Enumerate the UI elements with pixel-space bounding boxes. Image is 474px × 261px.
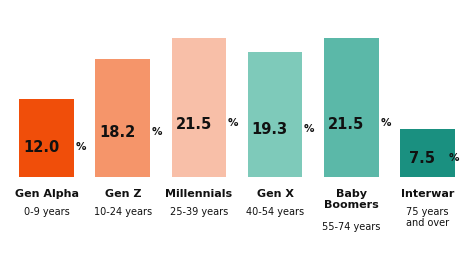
- Text: 21.5: 21.5: [175, 117, 212, 132]
- Text: Interwar: Interwar: [401, 189, 454, 199]
- Text: 19.3: 19.3: [252, 122, 288, 137]
- Bar: [19, 99, 74, 177]
- Bar: [400, 129, 455, 177]
- Text: 25-39 years: 25-39 years: [170, 207, 228, 217]
- Text: Baby
Boomers: Baby Boomers: [324, 189, 379, 210]
- Text: 40-54 years: 40-54 years: [246, 207, 304, 217]
- Text: %: %: [228, 118, 238, 128]
- Text: 18.2: 18.2: [100, 125, 136, 140]
- Text: 0-9 years: 0-9 years: [24, 207, 70, 217]
- Text: 21.5: 21.5: [328, 117, 364, 132]
- Text: %: %: [449, 153, 460, 163]
- Text: 55-74 years: 55-74 years: [322, 222, 381, 232]
- Bar: [247, 52, 302, 177]
- Text: 10-24 years: 10-24 years: [94, 207, 152, 217]
- Text: Gen X: Gen X: [256, 189, 293, 199]
- Text: %: %: [380, 118, 391, 128]
- Text: Gen Z: Gen Z: [105, 189, 141, 199]
- Bar: [95, 59, 150, 177]
- Text: Millennials: Millennials: [165, 189, 232, 199]
- Text: 75 years
and over: 75 years and over: [406, 207, 449, 228]
- Text: %: %: [152, 127, 162, 137]
- Text: 12.0: 12.0: [23, 140, 59, 155]
- Bar: [324, 38, 379, 177]
- Text: %: %: [75, 142, 86, 152]
- Text: 7.5: 7.5: [409, 151, 435, 167]
- Text: %: %: [304, 124, 315, 134]
- Text: Gen Alpha: Gen Alpha: [15, 189, 79, 199]
- Bar: [172, 38, 227, 177]
